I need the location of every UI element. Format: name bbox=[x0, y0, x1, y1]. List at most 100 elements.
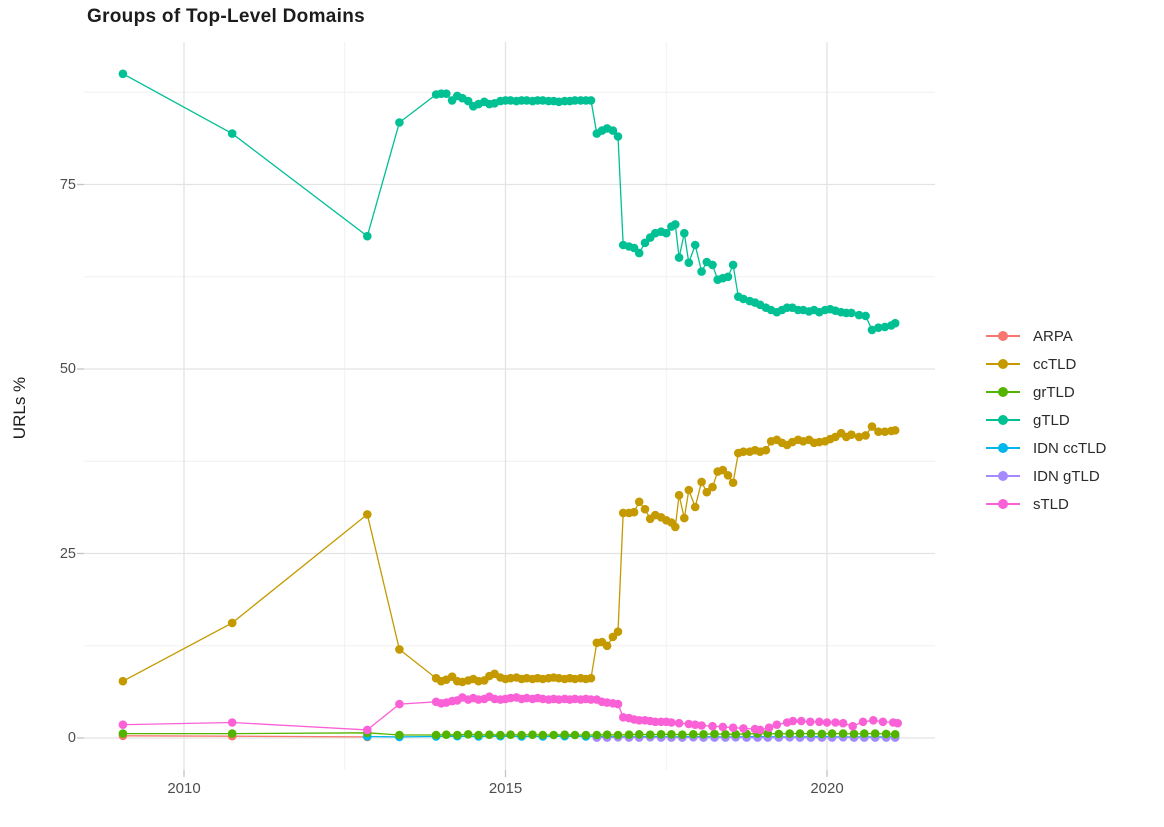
data-point-stld bbox=[728, 723, 738, 732]
data-point-cctld bbox=[861, 431, 870, 440]
data-point-cctld bbox=[680, 513, 689, 523]
data-point-cctld bbox=[847, 430, 856, 440]
data-point-gtld bbox=[861, 311, 870, 321]
data-point-gtld bbox=[708, 260, 717, 270]
data-point-cctld bbox=[697, 477, 706, 487]
data-point-grtld bbox=[613, 730, 623, 740]
data-point-grtld bbox=[395, 730, 404, 740]
data-point-cctld bbox=[586, 673, 596, 683]
x-tick-label: 2020 bbox=[810, 780, 844, 797]
legend-item-arpa: ARPA bbox=[986, 322, 1106, 350]
legend-key-icon bbox=[986, 470, 1020, 482]
data-point-grtld bbox=[785, 729, 794, 738]
data-point-stld bbox=[227, 718, 237, 727]
data-point-stld bbox=[869, 716, 878, 725]
data-point-gtld bbox=[890, 318, 900, 328]
data-point-grtld bbox=[667, 730, 676, 739]
legend-label: grTLD bbox=[1033, 383, 1075, 401]
data-point-grtld bbox=[645, 730, 655, 739]
y-tick-label: 0 bbox=[67, 730, 76, 746]
data-point-stld bbox=[815, 717, 824, 727]
data-point-grtld bbox=[431, 730, 441, 740]
series-line-cctld bbox=[122, 425, 896, 683]
data-point-cctld bbox=[867, 422, 877, 431]
legend-item-gtld: gTLD bbox=[986, 406, 1106, 434]
data-point-gtld bbox=[680, 228, 689, 238]
data-point-grtld bbox=[474, 730, 483, 740]
data-point-gtld bbox=[674, 253, 684, 262]
data-point-grtld bbox=[806, 729, 816, 738]
data-point-stld bbox=[690, 720, 700, 729]
data-point-grtld bbox=[560, 730, 569, 739]
data-point-gtld bbox=[684, 258, 694, 268]
data-point-grtld bbox=[506, 730, 515, 739]
legend-key-icon bbox=[986, 442, 1020, 454]
data-point-grtld bbox=[817, 729, 827, 739]
data-point-cctld bbox=[684, 485, 694, 495]
data-point-grtld bbox=[581, 730, 591, 740]
legend-key-icon bbox=[986, 386, 1020, 398]
legend-label: IDN gTLD bbox=[1033, 467, 1100, 485]
data-point-gtld bbox=[880, 322, 890, 332]
legend-key-icon bbox=[986, 414, 1020, 426]
data-point-grtld bbox=[602, 730, 612, 739]
data-point-gtld bbox=[227, 129, 237, 138]
data-point-cctld bbox=[874, 427, 883, 437]
data-point-cctld bbox=[363, 510, 372, 519]
data-point-grtld bbox=[890, 730, 900, 739]
data-point-cctld bbox=[613, 627, 623, 636]
data-point-cctld bbox=[854, 432, 864, 442]
series-line-arpa bbox=[122, 735, 368, 738]
data-point-cctld bbox=[723, 471, 733, 480]
data-point-stld bbox=[772, 720, 782, 729]
data-point-cctld bbox=[708, 482, 717, 492]
data-point-grtld bbox=[870, 729, 880, 738]
data-point-cctld bbox=[227, 618, 237, 628]
data-point-cctld bbox=[671, 522, 680, 532]
data-point-stld bbox=[797, 716, 806, 726]
data-point-cctld bbox=[690, 502, 700, 512]
data-point-gtld bbox=[634, 248, 644, 258]
data-point-stld bbox=[822, 718, 832, 727]
data-point-stld bbox=[806, 717, 815, 727]
data-point-cctld bbox=[728, 478, 738, 488]
data-point-grtld bbox=[485, 730, 494, 739]
legend-label: ccTLD bbox=[1033, 355, 1077, 373]
data-point-gtld bbox=[586, 96, 596, 105]
legend-label: ARPA bbox=[1033, 327, 1073, 345]
data-point-grtld bbox=[528, 730, 537, 739]
data-point-stld bbox=[739, 724, 748, 733]
data-point-cctld bbox=[718, 465, 728, 475]
data-point-stld bbox=[755, 725, 765, 735]
data-point-stld bbox=[718, 722, 728, 732]
data-point-grtld bbox=[860, 729, 869, 738]
data-point-grtld bbox=[624, 730, 634, 739]
data-point-gtld bbox=[395, 118, 404, 127]
data-point-cctld bbox=[395, 645, 404, 654]
data-point-grtld bbox=[656, 730, 666, 739]
data-point-cctld bbox=[702, 487, 712, 497]
data-point-stld bbox=[893, 718, 902, 728]
legend-item-idn-gtld: IDN gTLD bbox=[986, 462, 1106, 490]
data-point-grtld bbox=[634, 730, 644, 739]
legend-item-grtld: grTLD bbox=[986, 378, 1106, 406]
legend-item-cctld: ccTLD bbox=[986, 350, 1106, 378]
data-point-cctld bbox=[890, 426, 900, 435]
data-point-cctld bbox=[761, 445, 771, 455]
data-point-gtld bbox=[723, 272, 733, 282]
data-point-stld bbox=[838, 718, 848, 728]
data-point-stld bbox=[764, 723, 774, 732]
data-point-cctld bbox=[640, 504, 650, 514]
legend-key-icon bbox=[986, 358, 1020, 370]
data-point-grtld bbox=[710, 729, 719, 739]
legend-key-icon bbox=[986, 330, 1020, 342]
data-point-stld bbox=[878, 717, 888, 727]
y-tick-label: 50 bbox=[59, 361, 76, 377]
y-tick-label: 25 bbox=[59, 545, 76, 562]
data-point-grtld bbox=[517, 730, 526, 740]
data-point-gtld bbox=[671, 220, 680, 229]
data-point-cctld bbox=[634, 497, 644, 507]
data-point-grtld bbox=[496, 730, 505, 740]
